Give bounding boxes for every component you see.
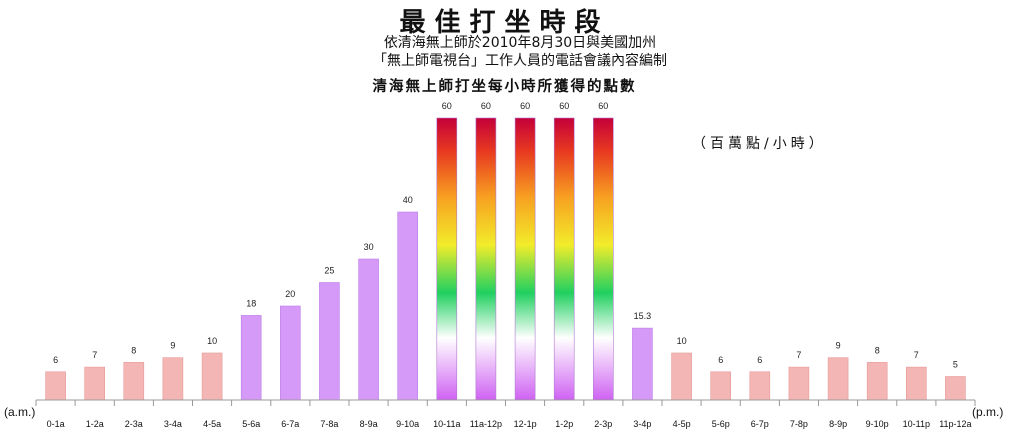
bar-7-8p [788,366,810,401]
x-tick-label: 10-11a [433,419,460,429]
subtitle-line-1: 依清海無上師於2010年8月30日與美國加州 [383,35,657,51]
x-tick-label: 5-6p [712,419,730,429]
bar-5-6p [710,371,732,401]
value-label: 15.3 [634,311,652,321]
bar-2-3a [123,362,145,401]
bar-0-1a [45,371,66,401]
value-label: 60 [520,101,530,111]
pm-label: (p.m.) [972,405,1004,419]
value-label: 60 [598,101,608,111]
chart-subtitle: 依清海無上師於2010年8月30日與美國加州 「無上師電視台」工作人員的電話會議… [330,34,710,70]
bar-8-9p [827,357,849,401]
x-tick-label: 1-2a [86,419,104,429]
value-label: 20 [285,289,295,299]
value-label: 7 [914,350,919,360]
value-label: 6 [757,355,762,365]
bar-7-8a [319,282,340,401]
value-label: 60 [559,101,569,111]
bar-4-5p [671,352,692,401]
am-label: (a.m.) [4,405,36,419]
x-tick-label: 8-9a [360,419,378,429]
bar-9-10p [866,362,888,401]
x-tick-label: 11p-12a [939,419,971,429]
value-label: 5 [953,360,958,370]
bar-8-9a [358,258,379,401]
value-label: 60 [481,101,491,111]
value-label: 9 [170,341,175,351]
value-label: 7 [796,350,801,360]
value-label: 9 [836,341,841,351]
x-tick-label: 4-5a [203,419,221,429]
x-tick-label: 6-7p [751,419,769,429]
bar-3-4p [632,327,653,401]
x-tick-label: 3-4a [164,419,182,429]
value-label: 8 [131,345,136,355]
chart-title: 最佳打坐時段 [399,8,610,38]
bar-1-2a [84,366,105,401]
value-label: 10 [207,336,217,346]
x-tick-label: 10-11p [903,419,930,429]
bar-3-4a [162,357,184,401]
x-tick-label: 4-5p [673,419,691,429]
value-label: 7 [92,350,97,360]
x-tick-label: 2-3p [594,419,612,429]
bar-2-3p [592,117,614,401]
value-label: 6 [718,355,723,365]
bar-9-10a [397,211,419,401]
x-tick-label: 7-8p [790,419,808,429]
x-tick-label: 3-4p [633,419,651,429]
value-label: 25 [324,266,334,276]
bar-10-11a [436,117,458,401]
bar-6-7a [279,305,301,401]
value-label: 6 [53,355,58,365]
value-label: 30 [364,242,374,252]
bar-6-7p [749,371,771,401]
subtitle-line-2: 「無上師電視台」工作人員的電話會議內容編制 [373,53,667,69]
x-tick-label: 11a-12p [470,419,502,429]
bar-4-5a [201,352,223,401]
bar-11p-12a [945,376,966,401]
x-tick-label: 5-6a [242,419,260,429]
x-tick-label: 8-9p [829,419,847,429]
unit-label: （百萬點/小時） [692,136,827,152]
value-label: 60 [442,101,452,111]
x-tick-label: 9-10p [866,419,889,429]
x-tick-label: 0-1a [47,419,65,429]
x-tick-label: 7-8a [320,419,338,429]
x-tick-label: 2-3a [125,419,143,429]
bar-12-1p [514,117,536,401]
x-tick-label: 1-2p [555,419,573,429]
x-tick-label: 9-10a [396,419,419,429]
bar-5-6a [240,315,262,401]
value-label: 10 [677,336,687,346]
value-label: 40 [403,195,413,205]
bar-1-2p [553,117,575,401]
x-tick-label: 6-7a [281,419,299,429]
x-tick-label: 12-1p [514,419,537,429]
chart-heading: 清海無上師打坐每小時所獲得的點數 [372,79,637,95]
bar-10-11p [905,366,927,401]
value-label: 18 [246,298,256,308]
bar-11a-12p [475,117,497,401]
value-label: 8 [875,345,880,355]
